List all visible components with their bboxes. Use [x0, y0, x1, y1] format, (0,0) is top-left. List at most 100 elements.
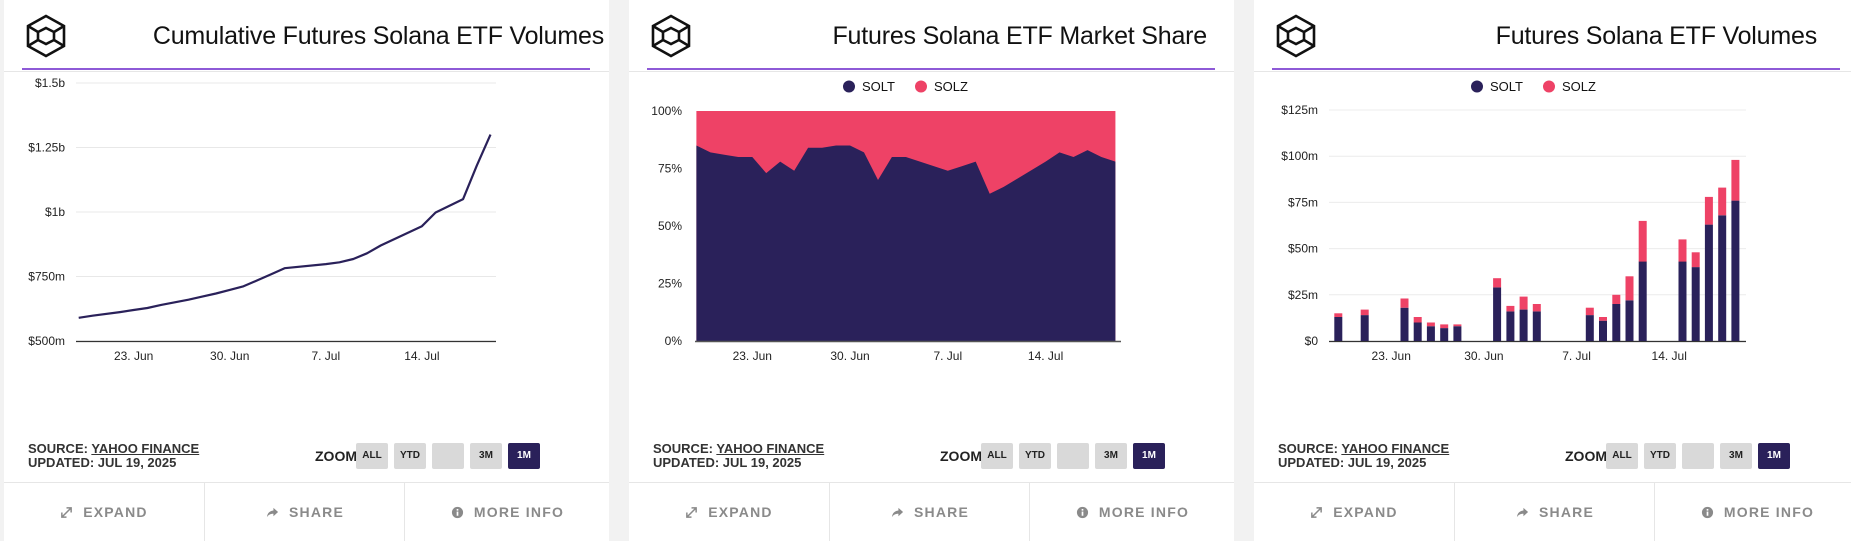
zoom-ytd-button[interactable]: YTD — [394, 443, 426, 469]
share-arrow-icon — [1516, 507, 1529, 517]
zoom-control: ZOOM ALL YTD 3M 1M — [315, 443, 585, 469]
bar-solt — [1400, 307, 1409, 341]
header-divider — [4, 71, 609, 72]
title-underline — [647, 68, 1215, 70]
y-tick-label: $500m — [28, 334, 65, 348]
source-info: SOURCE: YAHOO FINANCE UPDATED: JUL 19, 2… — [1278, 442, 1449, 470]
card-header: Cumulative Futures Solana ETF Volumes — [4, 0, 609, 72]
zoom-blank-button[interactable] — [1057, 443, 1089, 469]
x-tick-label: 14. Jul — [1652, 349, 1687, 363]
more-info-label: MORE INFO — [1723, 504, 1815, 520]
zoom-1m-button[interactable]: 1M — [508, 443, 540, 469]
expand-label: EXPAND — [1333, 504, 1398, 520]
bar-solt — [1704, 224, 1713, 341]
more-info-button[interactable]: MORE INFO — [404, 483, 610, 541]
zoom-blank-button[interactable] — [432, 443, 464, 469]
source-info: SOURCE: YAHOO FINANCE UPDATED: JUL 19, 2… — [28, 442, 199, 470]
header-divider — [1254, 71, 1851, 72]
x-tick-label: 30. Jun — [1464, 349, 1503, 363]
card-footer: EXPAND SHARE MORE INFO — [629, 482, 1234, 541]
source-link[interactable]: YAHOO FINANCE — [1341, 441, 1450, 456]
bar-solz — [1519, 296, 1528, 310]
y-tick-label: $1b — [45, 205, 65, 219]
expand-button[interactable]: EXPAND — [629, 483, 829, 541]
bar-solt — [1638, 261, 1647, 341]
bar-solt — [1334, 317, 1343, 341]
y-tick-label: $75m — [1288, 195, 1318, 209]
title-underline — [22, 68, 590, 70]
y-tick-label: $100m — [1281, 149, 1318, 163]
cube-logo-icon[interactable] — [24, 14, 68, 58]
source-link[interactable]: YAHOO FINANCE — [716, 441, 825, 456]
bar-solt — [1599, 320, 1607, 341]
zoom-all-button[interactable]: ALL — [1606, 443, 1638, 469]
zoom-control: ZOOM ALL YTD 3M 1M — [1565, 443, 1835, 469]
bar-solt — [1612, 304, 1621, 341]
zoom-3m-button[interactable]: 3M — [1095, 443, 1127, 469]
source-link[interactable]: YAHOO FINANCE — [91, 441, 200, 456]
bar-solt — [1731, 200, 1740, 341]
expand-label: EXPAND — [708, 504, 773, 520]
x-tick-label: 7. Jul — [311, 349, 340, 363]
more-info-button[interactable]: MORE INFO — [1654, 483, 1851, 541]
zoom-1m-button[interactable]: 1M — [1758, 443, 1790, 469]
legend-label-solz: SOLZ — [1562, 79, 1596, 94]
zoom-ytd-button[interactable]: YTD — [1019, 443, 1051, 469]
source-info: SOURCE: YAHOO FINANCE UPDATED: JUL 19, 2… — [653, 442, 824, 470]
zoom-label: ZOOM — [1565, 448, 1607, 464]
bar-solz — [1360, 309, 1369, 316]
zoom-blank-button[interactable] — [1682, 443, 1714, 469]
x-tick-label: 7. Jul — [933, 349, 962, 363]
bar-solz — [1731, 159, 1740, 201]
info-circle-icon — [1701, 506, 1713, 518]
title-underline — [1272, 68, 1840, 70]
bar-solt — [1625, 300, 1634, 341]
cube-logo-icon[interactable] — [649, 14, 693, 58]
more-info-label: MORE INFO — [1098, 504, 1190, 520]
series-line — [78, 134, 492, 319]
bar-solz — [1585, 307, 1594, 316]
y-tick-label: 50% — [658, 219, 682, 233]
bar-solt — [1691, 267, 1700, 341]
bar-solt — [1413, 322, 1422, 341]
x-tick-label: 7. Jul — [1562, 349, 1591, 363]
bar-solz — [1493, 278, 1502, 288]
y-tick-label: 100% — [651, 104, 682, 118]
share-button[interactable]: SHARE — [204, 483, 405, 541]
bar-solz — [1704, 196, 1713, 225]
share-label: SHARE — [288, 504, 344, 520]
bar-solz — [1453, 324, 1462, 327]
zoom-ytd-button[interactable]: YTD — [1644, 443, 1676, 469]
x-tick-label: 23. Jun — [114, 349, 153, 363]
zoom-all-button[interactable]: ALL — [981, 443, 1013, 469]
share-button[interactable]: SHARE — [1454, 483, 1655, 541]
zoom-3m-button[interactable]: 3M — [1720, 443, 1752, 469]
bar-solt — [1519, 309, 1528, 341]
info-circle-icon — [451, 506, 463, 518]
zoom-label: ZOOM — [940, 448, 982, 464]
zoom-all-button[interactable]: ALL — [356, 443, 388, 469]
expand-button[interactable]: EXPAND — [4, 483, 204, 541]
y-tick-label: $50m — [1288, 242, 1318, 256]
card-footer: EXPAND SHARE MORE INFO — [4, 482, 609, 541]
bar-solz — [1426, 322, 1435, 327]
bar-solz — [1400, 298, 1409, 308]
share-button[interactable]: SHARE — [829, 483, 1030, 541]
bar-solt — [1440, 328, 1449, 341]
x-tick-label: 23. Jun — [733, 349, 772, 363]
expand-arrows-icon — [61, 506, 73, 518]
legend-label-solt: SOLT — [1490, 79, 1523, 94]
legend-label-solt: SOLT — [862, 79, 895, 94]
source-prefix: SOURCE: — [653, 441, 713, 456]
share-arrow-icon — [266, 507, 279, 517]
zoom-1m-button[interactable]: 1M — [1133, 443, 1165, 469]
cube-logo-icon[interactable] — [1274, 14, 1318, 58]
expand-button[interactable]: EXPAND — [1254, 483, 1454, 541]
more-info-button[interactable]: MORE INFO — [1029, 483, 1235, 541]
y-tick-label: $750m — [28, 270, 65, 284]
bar-solz — [1612, 294, 1621, 304]
legend-label-solz: SOLZ — [934, 79, 968, 94]
x-tick-label: 14. Jul — [404, 349, 439, 363]
zoom-3m-button[interactable]: 3M — [470, 443, 502, 469]
chart-title: Cumulative Futures Solana ETF Volumes — [152, 22, 604, 50]
